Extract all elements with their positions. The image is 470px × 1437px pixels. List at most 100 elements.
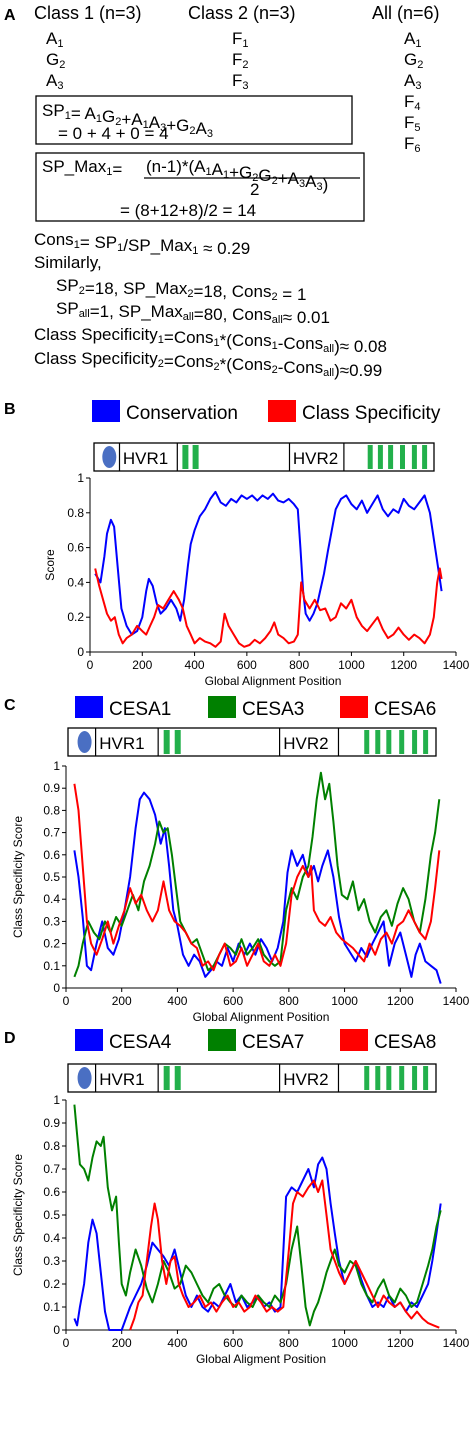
axes: 0 200 400 600 800 1000 1200 1400 0 0.1 0.2 0.3 0.4 0.… <box>11 759 470 1024</box>
x-tick-label: 1200 <box>387 994 414 1008</box>
hvr1-label: HVR1 <box>99 1070 144 1089</box>
legend-swatch <box>340 1029 368 1051</box>
sequence-item: F1 <box>232 29 249 50</box>
x-tick-label: 1400 <box>443 658 470 672</box>
motif-bar <box>364 730 370 754</box>
transmembrane-oval <box>77 731 92 753</box>
sequence-item: F4 <box>404 92 421 113</box>
hvr1-label: HVR1 <box>123 449 168 468</box>
legend-swatch <box>75 1029 103 1051</box>
y-axis-label: Class Specificity Score <box>11 1154 25 1276</box>
spmax-denominator: 2 <box>250 180 259 199</box>
x-tick-label: 1200 <box>390 658 417 672</box>
x-tick-label: 200 <box>132 658 152 672</box>
y-tick-label: 0.9 <box>43 1116 60 1130</box>
y-tick-label: 0.9 <box>43 781 60 795</box>
x-tick-label: 400 <box>167 994 187 1008</box>
x-tick-label: 800 <box>279 994 299 1008</box>
legend-swatch <box>340 696 368 718</box>
x-tick-label: 600 <box>237 658 257 672</box>
motif-bar <box>174 730 181 754</box>
y-tick-label: 0.5 <box>43 1208 60 1222</box>
legend-label: CESA7 <box>242 1032 304 1053</box>
hvr1-label: HVR1 <box>99 734 144 753</box>
legend-swatch <box>208 1029 236 1051</box>
x-tick-label: 1000 <box>338 658 365 672</box>
x-tick-label: 1000 <box>331 994 358 1008</box>
x-tick-label: 0 <box>63 1336 70 1350</box>
transmembrane-oval <box>102 446 117 468</box>
motif-bar <box>386 730 392 754</box>
x-tick-label: 600 <box>223 1336 243 1350</box>
y-tick-label: 0.1 <box>43 959 60 973</box>
sp1-formula: SP1= A1G2+A1A3+G2A3 <box>42 101 213 140</box>
y-tick-label: 1 <box>53 759 60 773</box>
motif-bar <box>411 445 417 469</box>
spmax-result: = (8+12+8)/2 = 14 <box>120 201 256 220</box>
sequence-item: F6 <box>404 134 421 155</box>
y-tick-label: 0 <box>53 1323 60 1337</box>
panel-b: B Conservation Class Specificity HVR1 HVR2 0 2… <box>4 400 470 688</box>
x-tick-label: 1400 <box>443 1336 470 1350</box>
sequence-item: G2 <box>46 50 65 71</box>
y-tick-label: 0.4 <box>43 892 60 906</box>
axes: 0 200 400 600 800 1000 1200 1400 0 0.2 0.4 0.6 0.8 1 G… <box>43 471 470 688</box>
y-tick-label: 0.2 <box>43 937 60 951</box>
y-tick-label: 0.8 <box>43 803 60 817</box>
series-line-cesa3 <box>73 771 441 978</box>
motif-bar <box>367 445 373 469</box>
class-header: Class 2 (n=3) <box>188 3 296 23</box>
y-tick-label: 0.1 <box>43 1300 60 1314</box>
motif-bar <box>399 1066 405 1090</box>
series-line-cesa1 <box>73 791 442 984</box>
x-axis-label: Global Aligment Position <box>196 1352 326 1366</box>
y-tick-label: 0.6 <box>43 848 60 862</box>
series-line-class-specificity <box>94 567 443 648</box>
legend-label: CESA8 <box>374 1032 436 1053</box>
x-tick-label: 1200 <box>387 1336 414 1350</box>
legend-swatch <box>208 696 236 718</box>
y-tick-label: 0.6 <box>67 541 84 555</box>
sequence-item: A3 <box>404 71 421 92</box>
y-tick-label: 0.8 <box>67 506 84 520</box>
panel-label-c: C <box>4 697 16 714</box>
transmembrane-oval <box>77 1067 92 1089</box>
spmax-box <box>35 152 365 222</box>
y-tick-label: 0.8 <box>43 1139 60 1153</box>
series-line-cesa4 <box>73 1156 442 1331</box>
sp1-box <box>35 95 353 145</box>
motif-bar <box>412 1066 418 1090</box>
motif-bar <box>422 445 428 469</box>
legend-label: Conservation <box>126 403 238 424</box>
motif-bar <box>375 730 381 754</box>
y-tick-label: 0.3 <box>43 914 60 928</box>
x-tick-label: 600 <box>223 994 243 1008</box>
series-line-conservation <box>94 490 443 636</box>
legend-swatch <box>268 400 296 422</box>
motif-bar <box>423 730 429 754</box>
class-specificity-1: Class Specificity1=Cons1*(Cons1-Consall)… <box>34 325 387 356</box>
class-header: All (n=6) <box>372 3 440 23</box>
spmax-numerator: (n-1)*(A1A1+G2G2+A3A3) <box>146 157 328 194</box>
legend-label: CESA4 <box>109 1032 172 1053</box>
sp2-line: SP2=18, SP_Max2=18, Cons2 = 1 <box>56 276 306 304</box>
motif-bar <box>399 730 405 754</box>
x-axis-label: Global Alignment Position <box>193 1010 330 1024</box>
x-tick-label: 800 <box>289 658 309 672</box>
series-line-cesa7 <box>73 1104 442 1327</box>
y-tick-label: 1 <box>53 1093 60 1107</box>
motif-bar <box>386 1066 392 1090</box>
series-group <box>73 1104 442 1331</box>
series-group <box>94 490 443 648</box>
x-tick-label: 200 <box>112 994 132 1008</box>
y-tick-label: 0 <box>77 645 84 659</box>
y-axis-label: Class Specificity Score <box>11 816 25 938</box>
motif-bar <box>182 445 189 469</box>
panel-label-b: B <box>4 401 16 418</box>
sequence-item: A1 <box>46 29 63 50</box>
hvr2-label: HVR2 <box>283 1070 328 1089</box>
y-tick-label: 0.2 <box>67 610 84 624</box>
